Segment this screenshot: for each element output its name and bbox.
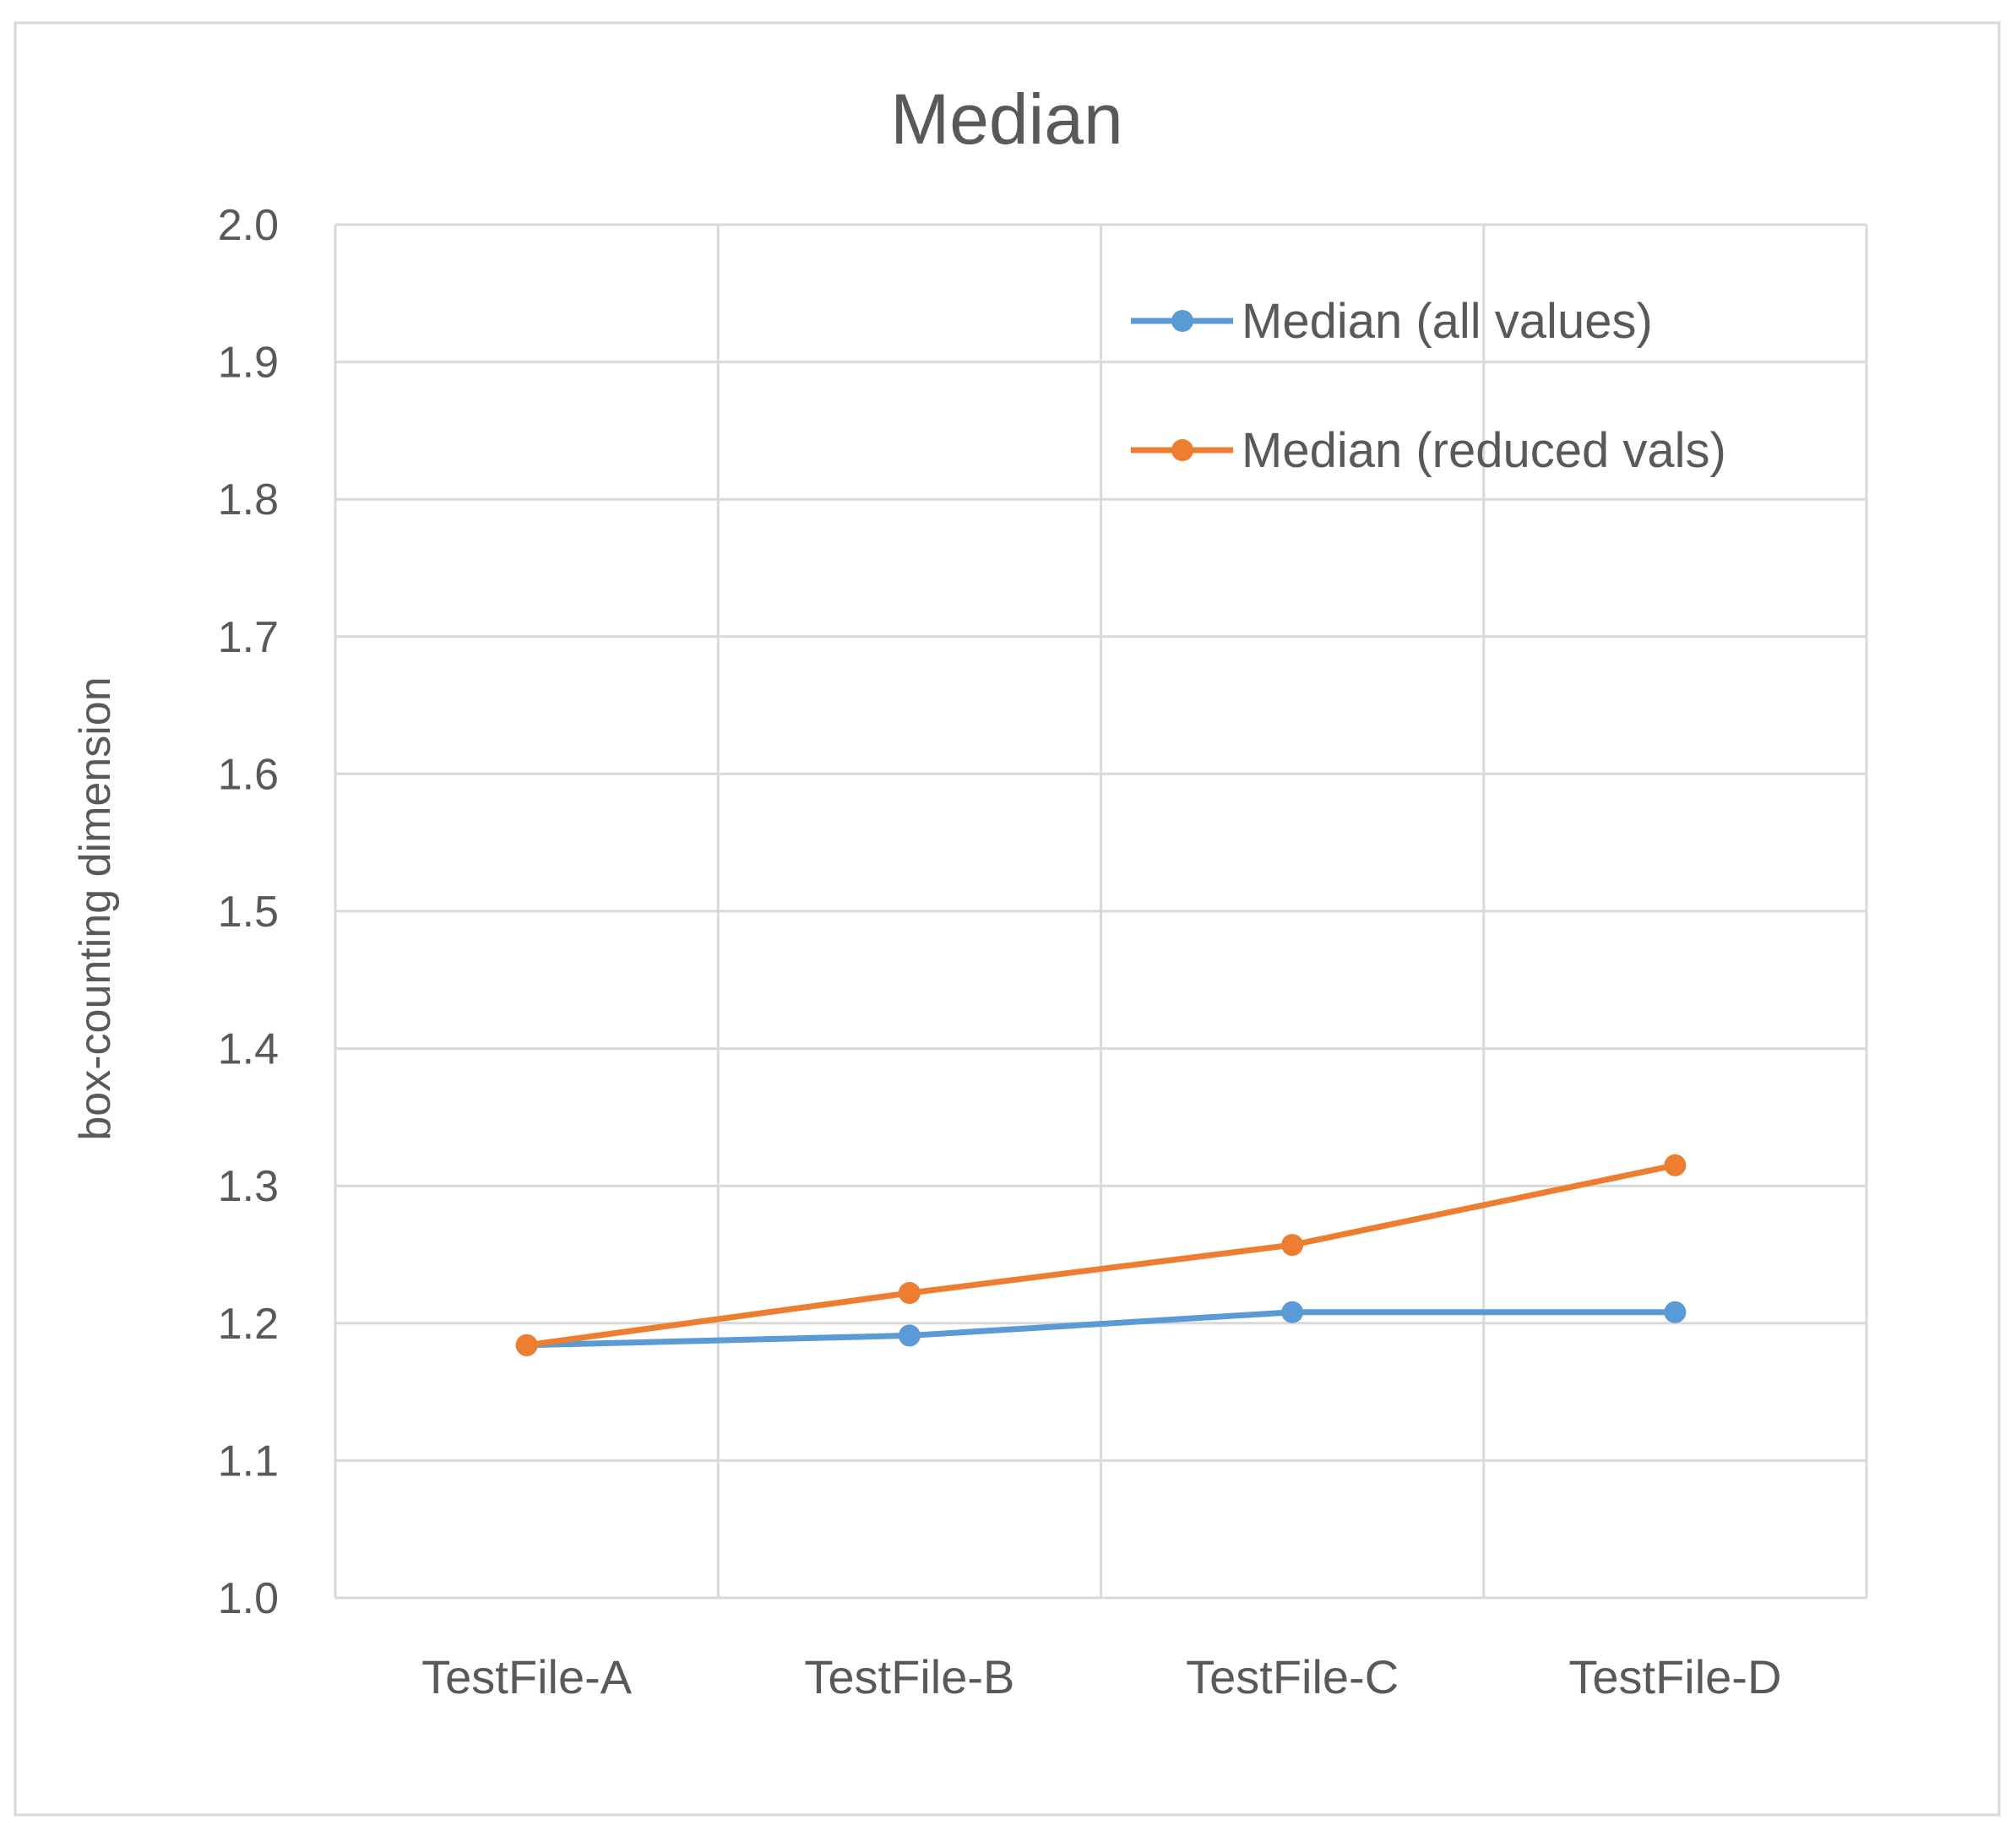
y-tick-label: 1.6 xyxy=(218,750,279,799)
data-point xyxy=(898,1324,921,1347)
y-tick-label: 1.4 xyxy=(218,1025,279,1074)
legend-marker xyxy=(1171,310,1193,332)
y-tick-label: 1.2 xyxy=(218,1300,279,1349)
chart-title: Median xyxy=(890,79,1123,159)
legend-marker xyxy=(1171,439,1193,461)
legend-label: Median (reduced vals) xyxy=(1242,423,1726,478)
y-axis-label: box-counting dimension xyxy=(71,676,120,1140)
x-tick-label: TestFile-D xyxy=(1568,1650,1781,1703)
y-tick-label: 2.0 xyxy=(218,201,279,250)
x-tick-label: TestFile-B xyxy=(804,1650,1014,1703)
y-tick-label: 1.5 xyxy=(218,888,279,937)
data-point xyxy=(1664,1154,1687,1176)
y-tick-label: 1.0 xyxy=(218,1574,279,1623)
series-line xyxy=(526,1309,1676,1349)
x-tick-label: TestFile-A xyxy=(421,1650,633,1703)
data-point xyxy=(515,1334,538,1356)
y-tick-label: 1.7 xyxy=(218,613,279,662)
data-point xyxy=(1664,1301,1687,1323)
data-point xyxy=(1281,1234,1304,1257)
chart-border xyxy=(14,21,2001,1817)
y-tick-label: 1.9 xyxy=(218,339,279,388)
data-point xyxy=(1281,1301,1304,1323)
legend-label: Median (all values) xyxy=(1242,294,1653,349)
y-tick-label: 1.1 xyxy=(218,1437,279,1486)
y-tick-label: 1.3 xyxy=(218,1162,279,1211)
data-point xyxy=(898,1282,921,1305)
series-line xyxy=(526,1162,1676,1349)
y-tick-label: 1.8 xyxy=(218,475,279,524)
x-tick-label: TestFile-C xyxy=(1186,1650,1399,1703)
